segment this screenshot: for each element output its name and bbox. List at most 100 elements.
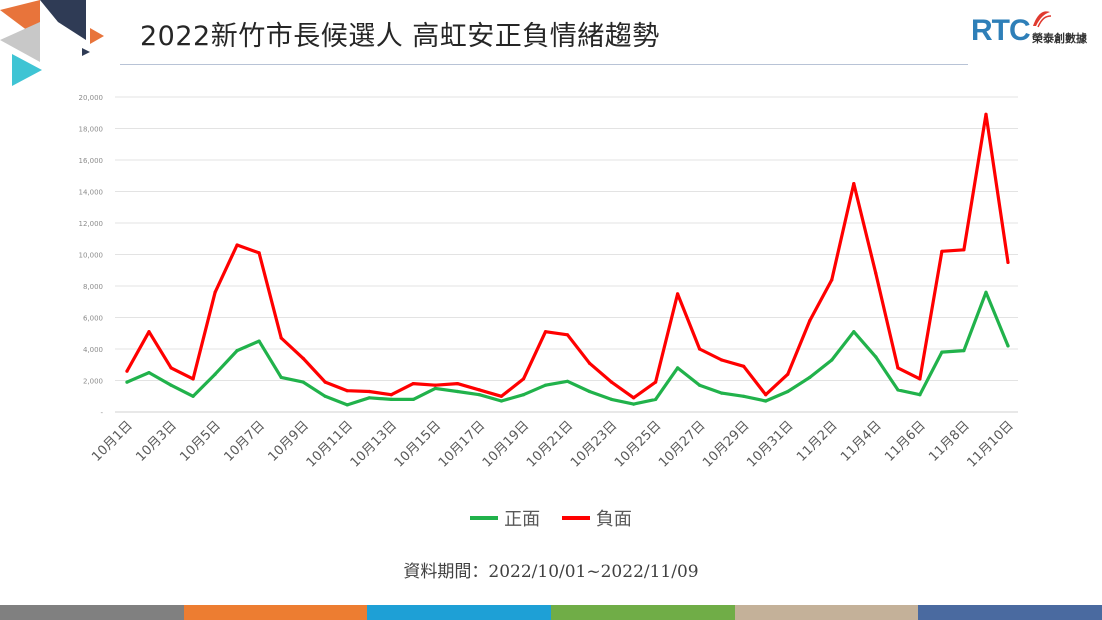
positive-data-point xyxy=(984,290,988,294)
y-tick-label: 18,000 xyxy=(79,126,104,134)
positive-data-point xyxy=(632,402,636,406)
x-tick-label: 10月3日 xyxy=(133,418,180,465)
x-tick-label: 10月15日 xyxy=(392,418,444,470)
negative-data-point xyxy=(698,347,702,351)
positive-data-point xyxy=(543,383,548,387)
x-tick-label: 10月25日 xyxy=(612,418,664,470)
footer-color-bar xyxy=(0,605,1102,620)
negative-data-point xyxy=(808,319,812,323)
negative-data-point xyxy=(433,383,437,387)
deco-small-orange xyxy=(90,28,104,44)
data-period-caption: 資料期間：2022/10/01~2022/11/09 xyxy=(403,562,699,582)
negative-data-point xyxy=(257,251,261,255)
positive-data-point xyxy=(521,393,526,397)
negative-data-point xyxy=(455,382,459,386)
negative-data-point xyxy=(609,380,614,384)
positive-data-point xyxy=(125,380,129,384)
x-tick-label: 10月7日 xyxy=(221,418,268,465)
positive-data-point xyxy=(1006,344,1010,348)
negative-data-point xyxy=(764,393,768,397)
footer-segment xyxy=(551,605,735,620)
positive-data-point xyxy=(830,358,834,362)
positive-data-point xyxy=(235,349,239,353)
y-tick-label: 12,000 xyxy=(79,220,104,228)
positive-data-point xyxy=(565,379,570,383)
negative-data-point xyxy=(742,364,746,368)
deco-gray-triangle xyxy=(0,22,40,62)
footer-segment xyxy=(918,605,1102,620)
y-tick-label: 16,000 xyxy=(79,157,104,165)
company-logo: RTC 榮泰創數據 xyxy=(966,6,1096,50)
x-tick-label: 10月29日 xyxy=(700,418,752,470)
x-tick-label: 10月5日 xyxy=(177,418,224,465)
footer-segment xyxy=(0,605,184,620)
x-tick-label: 11月4日 xyxy=(838,418,885,465)
negative-data-point xyxy=(323,380,327,384)
negative-data-point xyxy=(543,330,548,334)
y-tick-label: 8,000 xyxy=(83,283,103,291)
x-tick-label: 10月31日 xyxy=(744,418,796,470)
x-tick-label: 10月21日 xyxy=(524,418,576,470)
negative-data-point xyxy=(896,366,900,370)
x-tick-label: 11月10日 xyxy=(964,418,1016,470)
x-tick-label: 10月13日 xyxy=(348,418,400,470)
negative-data-point xyxy=(720,358,724,362)
positive-data-point xyxy=(279,375,283,379)
deco-navy-triangle xyxy=(40,0,86,40)
y-tick-label: 2,000 xyxy=(83,378,103,386)
positive-data-point xyxy=(345,403,349,407)
positive-data-point xyxy=(764,399,768,403)
positive-data-point xyxy=(433,386,437,390)
positive-data-point xyxy=(147,371,151,375)
x-tick-label: 10月23日 xyxy=(568,418,620,470)
y-tick-label: 10,000 xyxy=(79,252,104,260)
negative-data-point xyxy=(874,271,878,275)
legend-item-positive: 正面 xyxy=(470,505,540,531)
logo-brand: RTC xyxy=(971,14,1031,47)
deco-small-navy xyxy=(82,48,90,56)
legend-label-negative: 負面 xyxy=(595,509,632,530)
negative-data-point xyxy=(477,388,481,392)
logo-tagline: 榮泰創數據 xyxy=(1032,32,1087,45)
x-tick-label: 11月2日 xyxy=(794,418,841,465)
positive-data-point xyxy=(257,339,261,343)
negative-data-point xyxy=(279,336,283,340)
positive-data-point xyxy=(169,383,173,387)
positive-data-point xyxy=(323,394,327,398)
negative-data-point xyxy=(632,396,636,400)
positive-data-point xyxy=(499,399,503,403)
negative-data-point xyxy=(125,369,129,373)
positive-data-point xyxy=(213,372,217,376)
positive-data-point xyxy=(411,397,415,401)
positive-data-point xyxy=(367,396,371,400)
positive-data-point xyxy=(896,388,900,392)
negative-data-point xyxy=(676,292,680,296)
negative-data-point xyxy=(521,377,526,381)
positive-data-point xyxy=(587,389,592,394)
negative-data-point xyxy=(940,249,944,253)
title-divider xyxy=(120,64,968,65)
sentiment-line-chart: - 2,000 4,000 6,000 8,000 10,000 12,000 14,000 1… xyxy=(79,94,1018,471)
negative-data-point xyxy=(367,389,371,394)
x-tick-label: 10月27日 xyxy=(656,418,708,470)
negative-data-point xyxy=(411,382,415,386)
negative-data-point xyxy=(499,394,503,398)
positive-data-point xyxy=(940,350,944,354)
legend-swatch-negative xyxy=(561,516,590,520)
negative-data-point xyxy=(852,182,856,186)
positive-data-point xyxy=(742,394,746,398)
negative-data-point xyxy=(191,377,195,381)
positive-data-point xyxy=(852,330,856,334)
negative-data-point xyxy=(169,366,173,370)
positive-data-point xyxy=(962,349,966,353)
positive-data-point xyxy=(874,355,878,359)
x-tick-label: 10月19日 xyxy=(480,418,532,470)
negative-data-point xyxy=(984,112,988,116)
positive-data-point xyxy=(808,375,812,379)
negative-data-point xyxy=(147,330,151,334)
negative-data-point xyxy=(587,361,592,365)
negative-data-point xyxy=(786,372,790,376)
negative-data-point xyxy=(830,278,834,282)
deco-teal-triangle xyxy=(12,54,42,86)
positive-data-point xyxy=(191,394,195,398)
